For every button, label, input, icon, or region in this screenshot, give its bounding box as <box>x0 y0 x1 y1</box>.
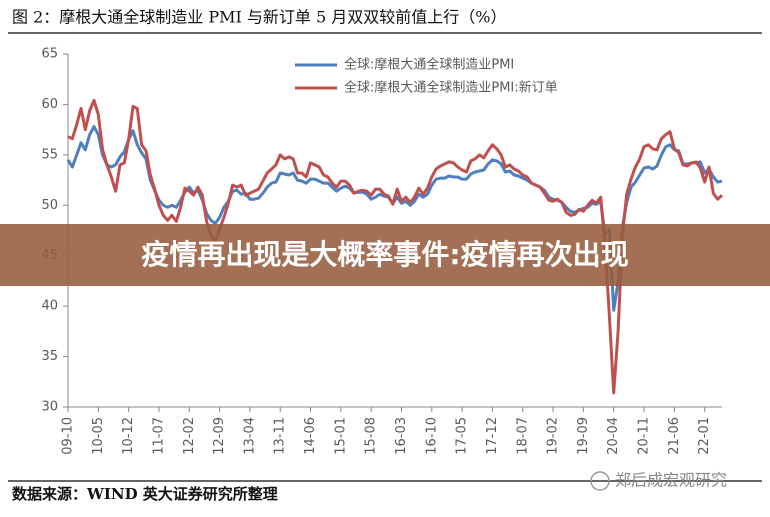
watermark: 郑后成宏观研究 <box>615 471 727 490</box>
chart-title: 图 2：摩根大通全球制造业 PMI 与新订单 5 月双双较前值上行（%） <box>12 8 506 27</box>
x-tick-label: 13-11 <box>273 417 288 455</box>
y-tick-label: 65 <box>41 47 58 62</box>
x-tick-label: 18-07 <box>515 417 530 455</box>
y-tick-label: 55 <box>41 147 58 162</box>
x-tick-label: 16-03 <box>394 417 409 455</box>
x-tick-label: 19-09 <box>576 417 591 455</box>
x-tick-label: 17-05 <box>455 417 470 455</box>
x-tick-label: 15-08 <box>364 417 379 455</box>
watermark-icon <box>590 471 610 491</box>
x-tick-label: 20-04 <box>606 417 621 455</box>
y-tick-label: 35 <box>41 349 58 364</box>
headline: 疫情再出现是大概率事件:疫情再次出现 <box>141 238 628 271</box>
source: 数据来源：WIND 英大证券研究所整理 <box>12 485 278 503</box>
series-line <box>67 98 724 395</box>
legend-label: 全球:摩根大通全球制造业PMI:新订单 <box>344 80 558 96</box>
x-tick-label: 14-06 <box>303 417 318 455</box>
y-tick-label: 60 <box>41 97 58 112</box>
x-tick-label: 19-02 <box>546 417 561 455</box>
x-tick-label: 10-05 <box>91 417 106 455</box>
x-tick-label: 11-07 <box>151 417 166 455</box>
x-tick-label: 10-12 <box>121 417 136 455</box>
x-tick-label: 13-04 <box>242 417 257 455</box>
x-tick-label: 09-10 <box>61 417 76 455</box>
x-tick-label: 15-01 <box>333 417 348 455</box>
x-tick-label: 17-12 <box>485 417 500 455</box>
legend-label: 全球:摩根大通全球制造业PMI <box>344 57 514 73</box>
headline-banner <box>0 224 770 286</box>
x-tick-label: 16-10 <box>424 417 439 455</box>
x-tick-label: 12-02 <box>182 417 197 455</box>
y-tick-label: 30 <box>41 400 58 415</box>
x-tick-label: 20-11 <box>637 417 652 455</box>
y-tick-label: 40 <box>41 299 58 314</box>
plot-area: 303540455055606509-1010-0510-1211-0712-0… <box>41 47 724 455</box>
y-tick-label: 50 <box>41 198 58 213</box>
x-tick-label: 21-06 <box>667 417 682 455</box>
x-tick-label: 22-01 <box>697 417 712 455</box>
x-tick-label: 12-09 <box>212 417 227 455</box>
